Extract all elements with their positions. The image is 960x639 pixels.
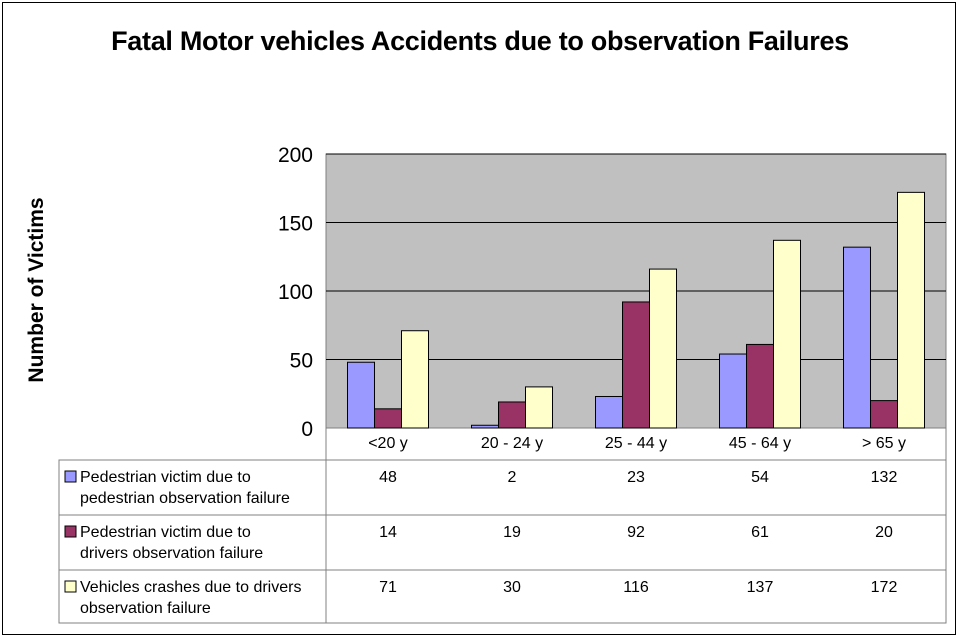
bar: [897, 191, 925, 429]
legend-label: Pedestrian victim due to drivers observat…: [80, 524, 263, 562]
x-category-label: 25 - 44 y: [605, 435, 667, 452]
data-table-value: 14: [379, 524, 397, 541]
legend-swatch: [64, 470, 77, 483]
data-table-value: 20: [875, 524, 893, 541]
data-table-value: 116: [623, 579, 649, 596]
y-tick-label: 150: [278, 213, 313, 236]
data-table-value: 132: [871, 469, 898, 486]
data-table-value: 71: [379, 579, 397, 596]
data-table-value: 54: [751, 469, 769, 486]
data-table-value: 137: [747, 579, 774, 596]
x-category-label: 45 - 64 y: [729, 435, 791, 452]
legend-swatch: [64, 525, 77, 538]
data-table-value: 48: [379, 469, 397, 486]
bar: [498, 401, 526, 429]
bar: [622, 301, 650, 429]
data-table-value: 61: [751, 524, 769, 541]
data-table-border: [58, 459, 947, 624]
legend-swatch: [64, 580, 77, 593]
bar: [347, 361, 375, 429]
x-category-label: <20 y: [368, 435, 408, 452]
x-category-label: > 65 y: [862, 435, 906, 452]
bar: [401, 330, 429, 429]
data-table-value: 2: [508, 469, 517, 486]
bar: [719, 353, 747, 429]
y-tick-label: 0: [301, 418, 313, 441]
legend-label: Vehicles crashes due to drivers observati…: [80, 579, 301, 617]
bar: [471, 424, 499, 429]
y-tick-label: 100: [278, 281, 313, 304]
legend-label: Pedestrian victim due to pedestrian obser…: [80, 469, 290, 507]
data-table-value: 30: [503, 579, 521, 596]
bar: [870, 400, 898, 429]
bar: [843, 246, 871, 429]
bar: [525, 386, 553, 429]
data-table-value: 23: [627, 469, 645, 486]
y-tick-label: 50: [290, 350, 313, 373]
bar: [595, 395, 623, 429]
data-table-value: 92: [627, 524, 645, 541]
chart-title: Fatal Motor vehicles Accidents due to ob…: [111, 26, 849, 56]
bar: [746, 343, 774, 429]
bar: [773, 239, 801, 429]
bar: [374, 408, 402, 429]
bar: [649, 268, 677, 429]
y-tick-label: 200: [278, 144, 313, 167]
x-category-label: 20 - 24 y: [481, 435, 543, 452]
data-table-value: 19: [503, 524, 521, 541]
data-table-value: 172: [871, 579, 898, 596]
